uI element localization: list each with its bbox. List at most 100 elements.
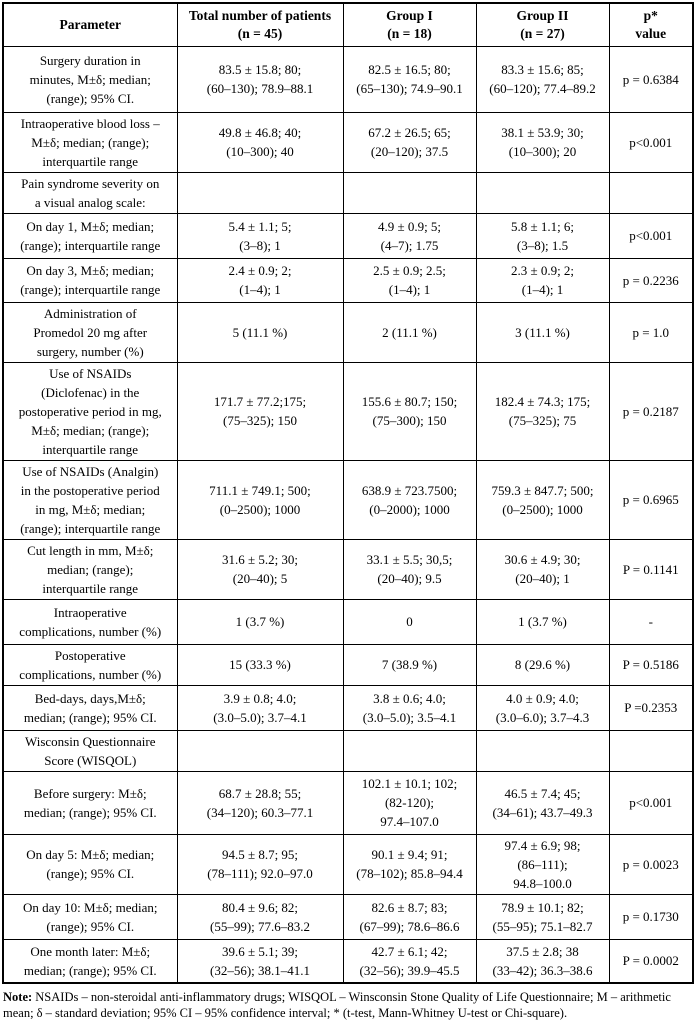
cell-group-2: 182.4 ± 74.3; 175; (75–325); 75 [475,361,610,461]
cell-parameter: Postoperative complications, number (%) [2,643,178,686]
cell-group-2: 37.5 ± 2.8; 38 (33–42); 36.3–38.6 [475,938,610,984]
cell-group-1: 4.9 ± 0.9; 5; (4–7); 1.75 [342,212,477,259]
cell-p-value: p = 0.6965 [608,459,694,540]
cell-group-1 [342,171,477,214]
cell-total-patients: 94.5 ± 8.7; 95; (78–111); 92.0–97.0 [176,833,344,895]
column-header: Group II (n = 27) [475,2,610,47]
cell-parameter: Surgery duration in minutes, M±δ; median… [2,45,178,113]
cell-p-value: p<0.001 [608,212,694,259]
table-row: On day 10: M±δ; median; (range); 95% CI.… [2,893,694,940]
cell-parameter: Wisconsin Questionnaire Score (WISQOL) [2,729,178,772]
cell-group-1: 638.9 ± 723.7500; (0–2000); 1000 [342,459,477,540]
cell-group-1: 102.1 ± 10.1; 102; (82-120); 97.4–107.0 [342,770,477,835]
cell-group-2: 8 (29.6 %) [475,643,610,686]
cell-total-patients: 39.6 ± 5.1; 39; (32–56); 38.1–41.1 [176,938,344,984]
table-row: On day 1, M±δ; median; (range); interqua… [2,212,694,259]
cell-parameter: Intraoperative complications, number (%) [2,598,178,645]
cell-total-patients: 171.7 ± 77.2;175; (75–325); 150 [176,361,344,461]
cell-group-2 [475,171,610,214]
cell-total-patients: 5 (11.1 %) [176,301,344,363]
cell-p-value [608,729,694,772]
cell-group-2: 1 (3.7 %) [475,598,610,645]
cell-total-patients: 31.6 ± 5.2; 30; (20–40); 5 [176,538,344,600]
column-header: Total number of patients (n = 45) [176,2,344,47]
cell-group-2: 3 (11.1 %) [475,301,610,363]
cell-group-1: 42.7 ± 6.1; 42; (32–56); 39.9–45.5 [342,938,477,984]
cell-p-value: p = 0.0023 [608,833,694,895]
cell-group-2: 38.1 ± 53.9; 30; (10–300); 20 [475,111,610,173]
cell-total-patients: 2.4 ± 0.9; 2; (1–4); 1 [176,257,344,303]
cell-total-patients [176,729,344,772]
cell-parameter: Use of NSAIDs (Diclofenac) in the postop… [2,361,178,461]
cell-group-1: 3.8 ± 0.6; 4.0; (3.0–5.0); 3.5–4.1 [342,684,477,731]
cell-total-patients: 15 (33.3 %) [176,643,344,686]
cell-p-value: P = 0.5186 [608,643,694,686]
header-row: Parameter Total number of patients (n = 4… [2,2,694,47]
cell-parameter: Pain syndrome severity on a visual analo… [2,171,178,214]
cell-parameter: Before surgery: M±δ; median; (range); 95… [2,770,178,835]
cell-parameter: On day 5: M±δ; median; (range); 95% CI. [2,833,178,895]
cell-group-2: 97.4 ± 6.9; 98; (86–111); 94.8–100.0 [475,833,610,895]
table-row: One month later: M±δ; median; (range); 9… [2,938,694,984]
cell-total-patients: 3.9 ± 0.8; 4.0; (3.0–5.0); 3.7–4.1 [176,684,344,731]
table-row: Cut length in mm, M±δ; median; (range); … [2,538,694,600]
results-table: Parameter Total number of patients (n = 4… [2,2,694,984]
cell-group-2: 4.0 ± 0.9; 4.0; (3.0–6.0); 3.7–4.3 [475,684,610,731]
cell-group-1: 155.6 ± 80.7; 150; (75–300); 150 [342,361,477,461]
cell-p-value: p = 1.0 [608,301,694,363]
cell-parameter: On day 10: M±δ; median; (range); 95% CI. [2,893,178,940]
cell-group-1: 82.5 ± 16.5; 80; (65–130); 74.9–90.1 [342,45,477,113]
table-row: Use of NSAIDs (Diclofenac) in the postop… [2,361,694,461]
cell-p-value: P = 0.0002 [608,938,694,984]
cell-p-value: p<0.001 [608,111,694,173]
cell-group-2: 759.3 ± 847.7; 500; (0–2500); 1000 [475,459,610,540]
footnote-text: NSAIDs – non-steroidal anti-inflammatory… [3,990,671,1020]
table-row: On day 5: M±δ; median; (range); 95% CI. 9… [2,833,694,895]
cell-total-patients: 49.8 ± 46.8; 40; (10–300); 40 [176,111,344,173]
cell-parameter: Bed-days, days,M±δ; median; (range); 95%… [2,684,178,731]
table-row: Use of NSAIDs (Analgin) in the postopera… [2,459,694,540]
table-row: Intraoperative complications, number (%)… [2,598,694,645]
cell-group-2: 83.3 ± 15.6; 85; (60–120); 77.4–89.2 [475,45,610,113]
cell-parameter: Cut length in mm, M±δ; median; (range); … [2,538,178,600]
cell-group-1: 82.6 ± 8.7; 83; (67–99); 78.6–86.6 [342,893,477,940]
cell-group-2 [475,729,610,772]
cell-p-value: p = 0.1730 [608,893,694,940]
table-row: Administration of Promedol 20 mg after s… [2,301,694,363]
cell-parameter: Intraoperative blood loss – M±δ; median;… [2,111,178,173]
cell-group-2: 46.5 ± 7.4; 45; (34–61); 43.7–49.3 [475,770,610,835]
cell-p-value: p = 0.2187 [608,361,694,461]
table-row: Surgery duration in minutes, M±δ; median… [2,45,694,113]
table-row: Before surgery: M±δ; median; (range); 95… [2,770,694,835]
footnote-label: Note: [3,990,33,1004]
cell-total-patients: 1 (3.7 %) [176,598,344,645]
cell-group-2: 30.6 ± 4.9; 30; (20–40); 1 [475,538,610,600]
table-row: On day 3, M±δ; median; (range); interqua… [2,257,694,303]
cell-parameter: One month later: M±δ; median; (range); 9… [2,938,178,984]
cell-p-value [608,171,694,214]
table-row: Wisconsin Questionnaire Score (WISQOL) [2,729,694,772]
cell-total-patients: 711.1 ± 749.1; 500; (0–2500); 1000 [176,459,344,540]
cell-parameter: Use of NSAIDs (Analgin) in the postopera… [2,459,178,540]
table-row: Pain syndrome severity on a visual analo… [2,171,694,214]
cell-group-1 [342,729,477,772]
cell-group-1: 7 (38.9 %) [342,643,477,686]
cell-group-2: 2.3 ± 0.9; 2; (1–4); 1 [475,257,610,303]
table-row: Intraoperative blood loss – M±δ; median;… [2,111,694,173]
cell-group-2: 5.8 ± 1.1; 6; (3–8); 1.5 [475,212,610,259]
cell-p-value: - [608,598,694,645]
cell-p-value: P = 0.1141 [608,538,694,600]
table-row: Postoperative complications, number (%) 1… [2,643,694,686]
cell-group-1: 2.5 ± 0.9; 2.5; (1–4); 1 [342,257,477,303]
cell-p-value: p<0.001 [608,770,694,835]
cell-group-1: 67.2 ± 26.5; 65; (20–120); 37.5 [342,111,477,173]
cell-group-2: 78.9 ± 10.1; 82; (55–95); 75.1–82.7 [475,893,610,940]
cell-parameter: On day 3, M±δ; median; (range); interqua… [2,257,178,303]
cell-parameter: Administration of Promedol 20 mg after s… [2,301,178,363]
cell-p-value: P =0.2353 [608,684,694,731]
cell-group-1: 2 (11.1 %) [342,301,477,363]
table-row: Bed-days, days,M±δ; median; (range); 95%… [2,684,694,731]
column-header: Parameter [2,2,178,47]
cell-group-1: 0 [342,598,477,645]
cell-total-patients: 83.5 ± 15.8; 80; (60–130); 78.9–88.1 [176,45,344,113]
